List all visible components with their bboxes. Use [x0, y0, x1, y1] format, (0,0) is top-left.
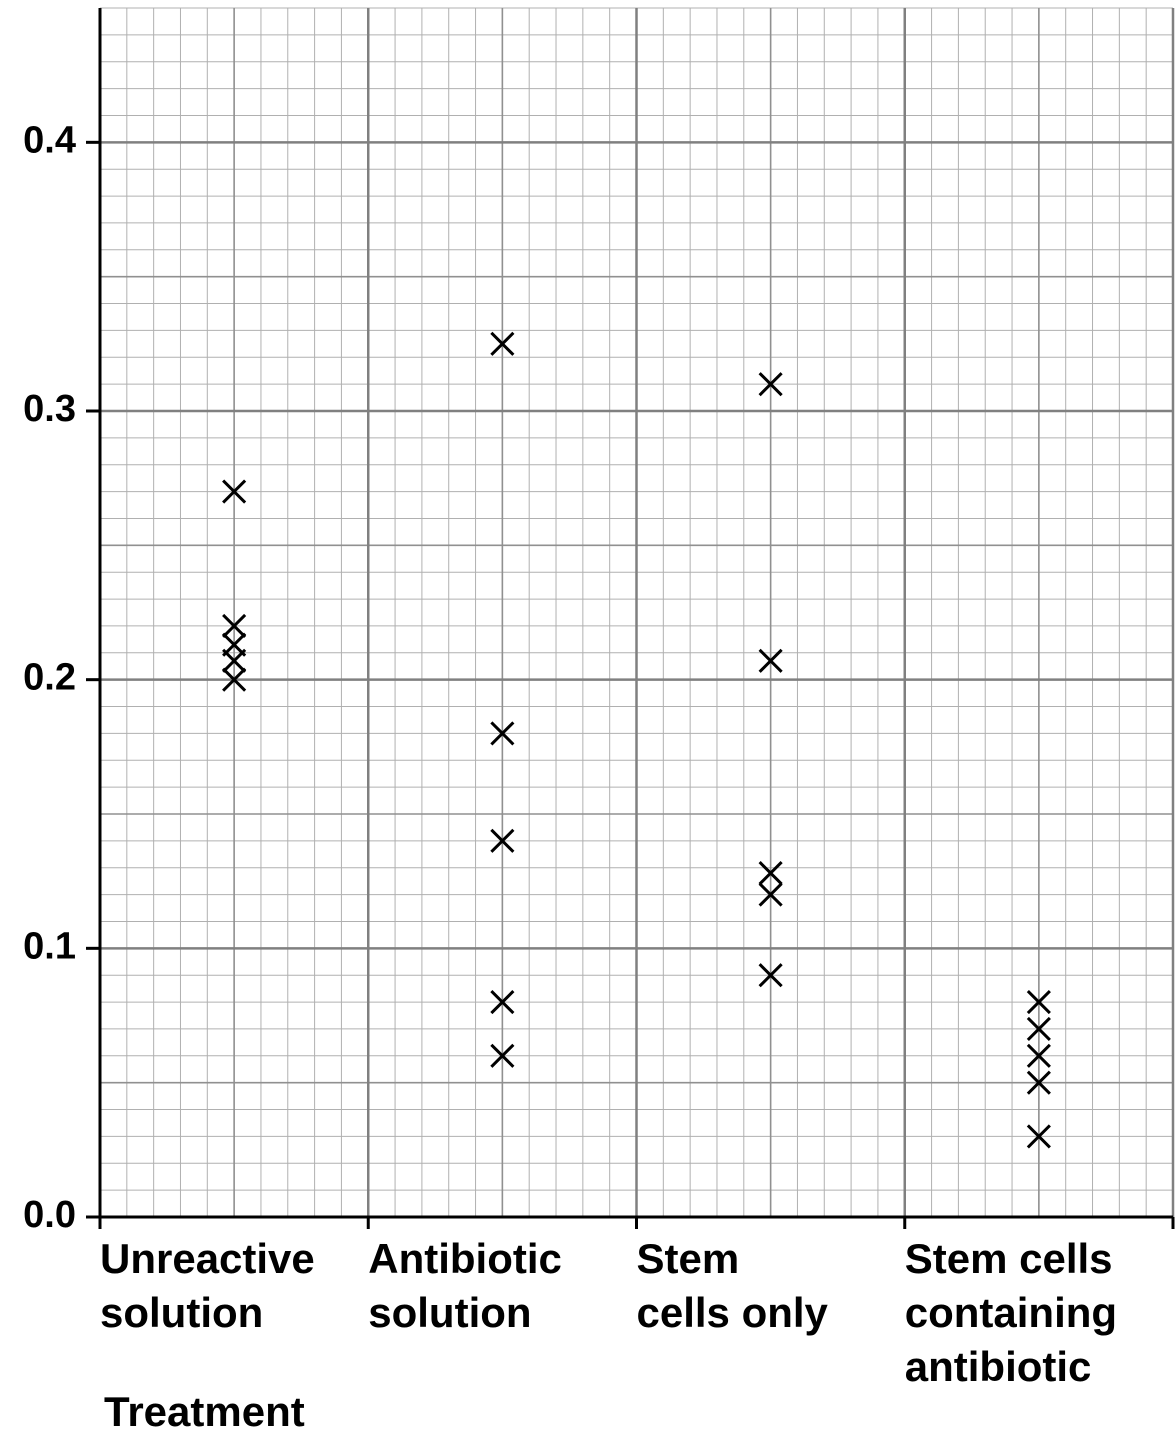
x-axis-label: Treatment — [104, 1388, 305, 1435]
point — [490, 828, 515, 853]
point — [1026, 1070, 1051, 1095]
y-tick-label: 0.0 — [23, 1194, 76, 1236]
point — [758, 648, 783, 673]
x-tick-label: containing — [905, 1289, 1117, 1336]
point — [490, 331, 515, 356]
x-tick-label: antibiotic — [905, 1343, 1092, 1390]
y-tick-label: 0.4 — [23, 119, 76, 161]
y-tick-label: 0.1 — [23, 925, 76, 967]
y-tick-label: 0.3 — [23, 388, 76, 430]
x-tick-label: Stem — [637, 1235, 740, 1282]
point — [490, 721, 515, 746]
point — [222, 479, 247, 504]
point — [758, 963, 783, 988]
x-tick-label: Antibiotic — [368, 1235, 562, 1282]
point — [222, 648, 247, 673]
point — [490, 1043, 515, 1068]
point — [1026, 1016, 1051, 1041]
point — [222, 667, 247, 692]
x-tick-label: cells only — [637, 1289, 829, 1336]
point — [490, 990, 515, 1015]
point — [758, 882, 783, 907]
point — [758, 861, 783, 886]
y-tick-label: 0.2 — [23, 657, 76, 699]
point — [758, 372, 783, 397]
x-tick-label: solution — [100, 1289, 263, 1336]
point — [1026, 1124, 1051, 1149]
point — [222, 613, 247, 638]
point — [1026, 990, 1051, 1015]
point — [1026, 1043, 1051, 1068]
x-tick-label: Stem cells — [905, 1235, 1113, 1282]
x-tick-label: solution — [368, 1289, 531, 1336]
x-tick-label: Unreactive — [100, 1235, 315, 1282]
